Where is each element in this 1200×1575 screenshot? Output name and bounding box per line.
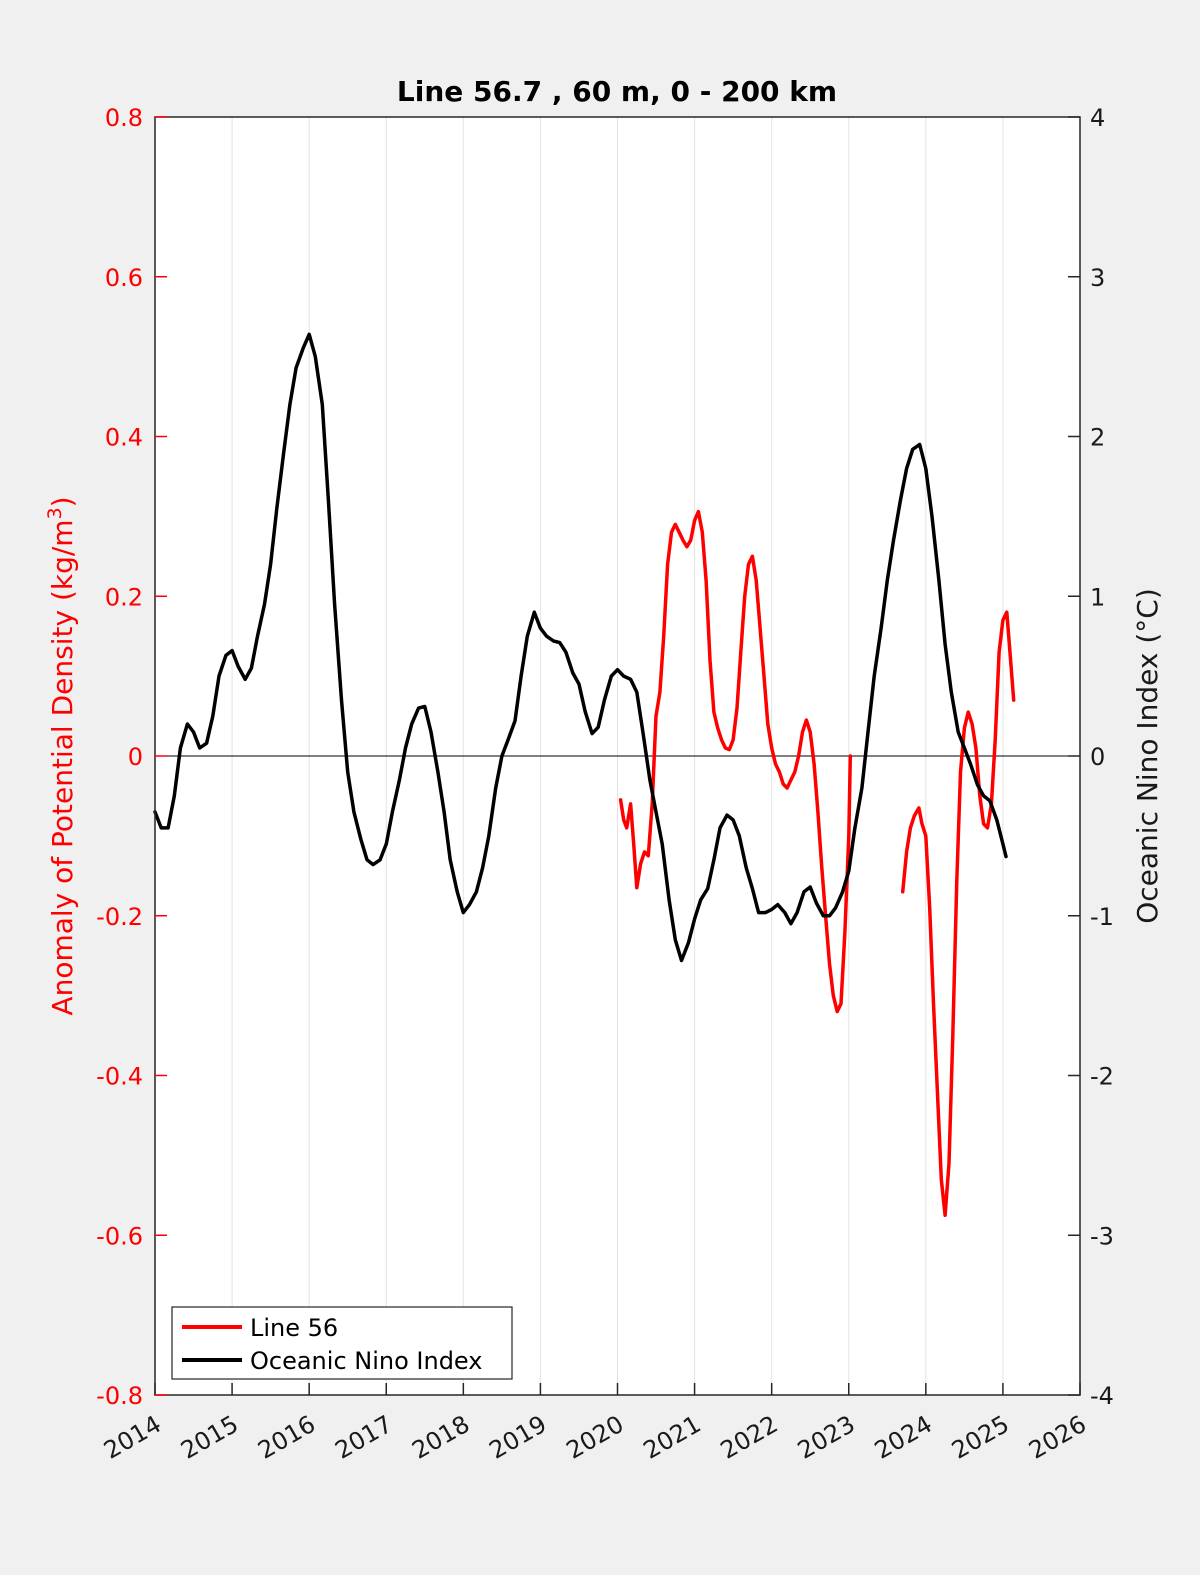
- series-lines: [153, 332, 1016, 1218]
- left-tick-label: 0.8: [105, 104, 143, 132]
- series-line56-path: [900, 610, 1016, 1218]
- x-tick-label: 2019: [485, 1410, 552, 1465]
- series-oni-path: [153, 332, 1008, 963]
- right-tick-label: -3: [1090, 1222, 1114, 1250]
- right-tick-label: 1: [1090, 583, 1105, 611]
- right-tick-label: 4: [1090, 104, 1105, 132]
- left-tick-label: 0.6: [105, 264, 143, 292]
- left-tick-label: -0.2: [96, 903, 143, 931]
- left-tick-label: 0.4: [105, 424, 143, 452]
- x-tick-label: 2016: [253, 1410, 320, 1465]
- right-tick-label: -1: [1090, 903, 1114, 931]
- right-tick-label: 0: [1090, 743, 1105, 771]
- right-tick-label: 3: [1090, 264, 1105, 292]
- x-tick-label: 2026: [1024, 1410, 1091, 1465]
- left-tick-label: -0.6: [96, 1222, 143, 1250]
- right-tick-label: 2: [1090, 424, 1105, 452]
- x-tick-label: 2014: [99, 1410, 166, 1465]
- left-tick-label: -0.4: [96, 1063, 143, 1091]
- x-tick-label: 2017: [330, 1410, 397, 1465]
- x-tick-label: 2024: [870, 1410, 937, 1465]
- x-tick-label: 2023: [793, 1410, 860, 1465]
- x-tick-label: 2018: [407, 1410, 474, 1465]
- left-tick-label: 0.2: [105, 583, 143, 611]
- x-tick-label: 2022: [716, 1410, 783, 1465]
- left-tick-label: -0.8: [96, 1382, 143, 1410]
- chart-title: Line 56.7 , 60 m, 0 - 200 km: [397, 75, 837, 108]
- series-line56-path: [618, 509, 853, 1014]
- x-tick-label: 2025: [947, 1410, 1014, 1465]
- left-tick-label: 0: [128, 743, 143, 771]
- legend-label-line56: Line 56: [250, 1314, 338, 1342]
- x-tick-label: 2015: [176, 1410, 243, 1465]
- x-tick-label: 2020: [562, 1410, 629, 1465]
- legend: Line 56 Oceanic Nino Index: [171, 1306, 513, 1380]
- right-tick-label: -2: [1090, 1063, 1114, 1091]
- legend-label-oni: Oceanic Nino Index: [250, 1347, 482, 1375]
- legend-box: [171, 1306, 513, 1380]
- left-axis-label: Anomaly of Potential Density (kg/m3): [44, 496, 79, 1015]
- x-tick-label: 2021: [639, 1410, 706, 1465]
- right-axis-label: Oceanic Nino Index (°C): [1131, 588, 1164, 924]
- right-tick-label: -4: [1090, 1382, 1114, 1410]
